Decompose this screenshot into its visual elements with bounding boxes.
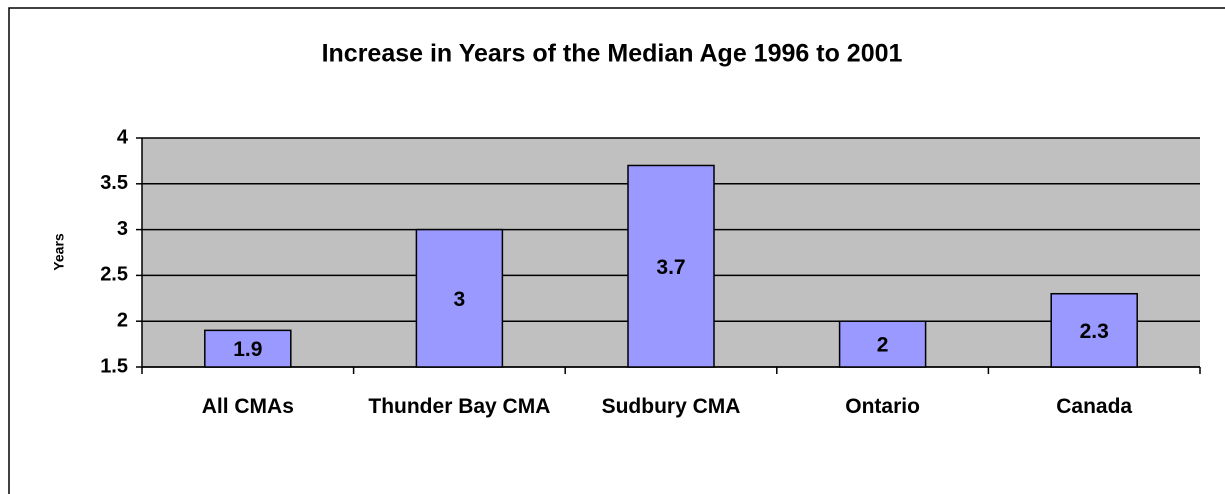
x-tick-label: Sudbury CMA bbox=[601, 395, 741, 418]
bar bbox=[838, 320, 927, 368]
data-label: 3 bbox=[454, 288, 466, 311]
x-tick-label: Thunder Bay CMA bbox=[368, 395, 551, 418]
data-label: 2.3 bbox=[1080, 320, 1109, 343]
x-tick-label: Ontario bbox=[845, 395, 920, 418]
bar bbox=[204, 329, 292, 368]
bar bbox=[1050, 292, 1138, 368]
y-tick-label: 2 bbox=[117, 309, 128, 331]
bar bbox=[627, 164, 715, 368]
bar bbox=[415, 228, 504, 368]
data-label: 2 bbox=[877, 334, 889, 357]
y-tick-label: 1.5 bbox=[100, 355, 128, 377]
data-label: 3.7 bbox=[656, 256, 685, 279]
y-tick-label: 2.5 bbox=[100, 264, 128, 286]
y-axis-label: Years bbox=[51, 233, 67, 271]
y-tick-label: 4 bbox=[117, 126, 129, 148]
data-label: 1.9 bbox=[233, 338, 262, 361]
chart-title: Increase in Years of the Median Age 1996… bbox=[322, 40, 903, 68]
y-tick-label: 3 bbox=[117, 218, 128, 240]
x-tick-label: All CMAs bbox=[201, 395, 294, 418]
x-tick-label: Canada bbox=[1056, 395, 1133, 418]
y-tick-label: 3.5 bbox=[100, 172, 128, 194]
